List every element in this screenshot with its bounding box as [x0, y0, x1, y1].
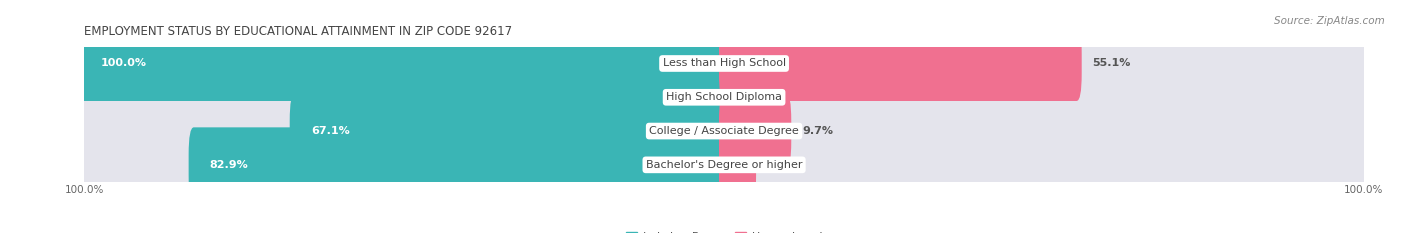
Text: Bachelor's Degree or higher: Bachelor's Degree or higher [645, 160, 803, 170]
FancyBboxPatch shape [79, 60, 1369, 135]
FancyBboxPatch shape [718, 94, 792, 168]
FancyBboxPatch shape [718, 26, 1081, 101]
Text: Source: ZipAtlas.com: Source: ZipAtlas.com [1274, 16, 1385, 26]
Text: 9.7%: 9.7% [803, 126, 834, 136]
Text: High School Diploma: High School Diploma [666, 92, 782, 102]
FancyBboxPatch shape [188, 127, 730, 202]
Text: 82.9%: 82.9% [209, 160, 249, 170]
FancyBboxPatch shape [79, 94, 1369, 168]
Text: College / Associate Degree: College / Associate Degree [650, 126, 799, 136]
Text: 0.0%: 0.0% [668, 92, 699, 102]
Text: 100.0%: 100.0% [100, 58, 146, 69]
FancyBboxPatch shape [290, 94, 730, 168]
FancyBboxPatch shape [718, 127, 756, 202]
FancyBboxPatch shape [79, 26, 1369, 101]
Legend: In Labor Force, Unemployed: In Labor Force, Unemployed [621, 227, 827, 233]
Text: Less than High School: Less than High School [662, 58, 786, 69]
Text: 67.1%: 67.1% [311, 126, 350, 136]
Text: 55.1%: 55.1% [1092, 58, 1130, 69]
Text: 4.2%: 4.2% [766, 160, 799, 170]
Text: EMPLOYMENT STATUS BY EDUCATIONAL ATTAINMENT IN ZIP CODE 92617: EMPLOYMENT STATUS BY EDUCATIONAL ATTAINM… [84, 25, 512, 38]
FancyBboxPatch shape [79, 26, 730, 101]
Text: 0.0%: 0.0% [740, 92, 770, 102]
FancyBboxPatch shape [79, 127, 1369, 202]
